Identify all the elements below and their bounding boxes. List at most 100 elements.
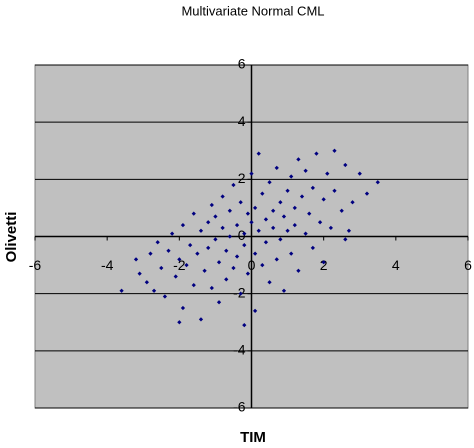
point xyxy=(332,148,337,153)
x-tick-label: -2 xyxy=(173,257,186,273)
point xyxy=(227,208,232,213)
point xyxy=(169,231,175,236)
point xyxy=(274,257,279,262)
point xyxy=(278,200,283,205)
point xyxy=(292,222,297,228)
point xyxy=(191,282,196,288)
point xyxy=(184,262,189,268)
point xyxy=(213,214,218,219)
point xyxy=(339,208,344,213)
point xyxy=(177,257,182,262)
point xyxy=(151,288,157,293)
point xyxy=(317,220,323,225)
x-axis-label: TIM xyxy=(240,429,266,446)
point xyxy=(263,217,269,222)
point xyxy=(162,294,168,299)
point xyxy=(267,180,272,185)
point xyxy=(281,288,287,293)
point xyxy=(133,257,139,262)
point xyxy=(321,260,326,265)
point xyxy=(238,291,243,296)
point xyxy=(220,194,225,199)
point xyxy=(271,225,276,231)
point xyxy=(245,271,251,276)
point xyxy=(202,268,207,273)
point xyxy=(198,317,204,322)
point xyxy=(289,251,294,256)
point xyxy=(137,271,142,276)
point xyxy=(166,248,171,253)
point xyxy=(234,254,240,259)
chart-title: Multivariate Normal CML xyxy=(181,3,324,18)
point xyxy=(263,240,269,245)
point xyxy=(281,214,287,219)
point xyxy=(209,285,214,291)
y-tick-label: -2 xyxy=(233,284,246,300)
point xyxy=(285,188,290,193)
point xyxy=(303,168,308,173)
x-tick-label: -4 xyxy=(101,257,114,273)
point xyxy=(343,162,348,168)
point xyxy=(242,322,247,328)
point xyxy=(325,171,330,176)
point xyxy=(177,320,182,325)
point xyxy=(267,280,272,285)
point xyxy=(299,194,305,199)
point xyxy=(292,205,297,211)
point xyxy=(346,228,352,233)
x-tick-label: 4 xyxy=(392,257,400,273)
point xyxy=(245,211,251,216)
y-axis-label: Olivetti xyxy=(3,212,20,263)
point xyxy=(289,174,294,179)
point xyxy=(216,300,222,305)
point xyxy=(256,228,261,233)
point xyxy=(256,151,261,156)
x-tick-label: -6 xyxy=(29,257,42,273)
point xyxy=(260,191,265,196)
y-tick-label: -4 xyxy=(233,342,246,358)
point xyxy=(220,225,225,231)
point xyxy=(242,242,247,248)
point xyxy=(249,171,254,176)
point xyxy=(278,237,283,242)
point xyxy=(231,265,236,271)
point xyxy=(159,265,164,271)
point xyxy=(274,165,279,171)
point xyxy=(321,197,326,202)
point xyxy=(195,251,200,256)
point xyxy=(238,200,243,205)
point xyxy=(213,237,218,242)
point xyxy=(209,202,214,208)
y-tick-label: 4 xyxy=(238,113,246,129)
point xyxy=(173,274,178,279)
y-tick-label: 0 xyxy=(238,227,246,243)
point xyxy=(224,277,229,282)
x-tick-label: 6 xyxy=(464,257,472,273)
point xyxy=(314,151,319,156)
point xyxy=(364,191,370,196)
point xyxy=(148,251,153,256)
point xyxy=(252,308,258,313)
point xyxy=(231,182,236,188)
point xyxy=(357,171,362,176)
y-tick-label: 2 xyxy=(238,170,246,186)
point xyxy=(252,205,258,211)
point xyxy=(271,208,276,213)
point xyxy=(260,262,265,268)
point xyxy=(144,280,149,285)
point xyxy=(252,251,258,256)
y-tick-label: 6 xyxy=(238,56,246,72)
point xyxy=(307,211,312,216)
point xyxy=(249,220,254,225)
point xyxy=(343,237,348,242)
point xyxy=(216,260,222,265)
point xyxy=(303,231,308,236)
y-tick-label: -6 xyxy=(233,399,246,415)
point xyxy=(188,242,193,248)
point xyxy=(375,180,380,185)
point xyxy=(242,231,247,236)
point xyxy=(155,240,160,245)
point xyxy=(224,248,229,253)
point xyxy=(180,222,186,228)
